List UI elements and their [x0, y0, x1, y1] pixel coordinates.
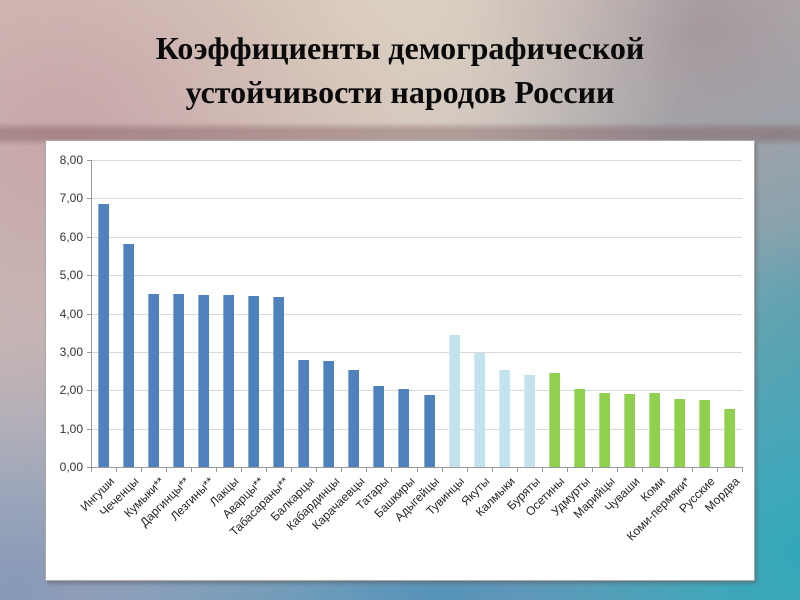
- x-axis-tick: [91, 468, 92, 472]
- slide-title-line2: устойчивости народов России: [185, 74, 615, 110]
- x-axis-tick: [116, 468, 117, 472]
- x-axis-tick: [442, 468, 443, 472]
- y-gridline: [91, 314, 742, 315]
- y-tick-label: 0,00: [59, 460, 83, 474]
- x-axis-tick: [717, 468, 718, 472]
- chart-bar: [123, 244, 134, 467]
- x-axis-tick: [567, 468, 568, 472]
- y-axis-tick: [87, 352, 91, 353]
- chart-bar: [173, 294, 184, 467]
- y-axis-tick: [87, 467, 91, 468]
- x-axis-tick: [492, 468, 493, 472]
- slide-title: Коэффициенты демографической устойчивост…: [0, 26, 800, 114]
- chart-bar: [499, 370, 510, 467]
- y-tick-label: 2,00: [59, 383, 83, 397]
- x-axis-tick: [692, 468, 693, 472]
- x-axis-tick: [166, 468, 167, 472]
- chart-bar: [724, 409, 735, 467]
- y-axis-line: [91, 160, 92, 467]
- x-axis-tick: [742, 468, 743, 472]
- chart-bar: [449, 335, 460, 467]
- x-axis-tick: [391, 468, 392, 472]
- y-axis-tick: [87, 160, 91, 161]
- x-axis-tick: [366, 468, 367, 472]
- chart-bar: [549, 373, 560, 467]
- y-gridline: [91, 198, 742, 199]
- y-tick-label: 4,00: [59, 307, 83, 321]
- y-tick-label: 6,00: [59, 230, 83, 244]
- x-axis-tick: [542, 468, 543, 472]
- y-gridline: [91, 160, 742, 161]
- chart-bar: [223, 295, 234, 467]
- y-gridline: [91, 275, 742, 276]
- y-tick-label: 8,00: [59, 153, 83, 167]
- chart-bar: [574, 389, 585, 467]
- x-axis-tick: [266, 468, 267, 472]
- chart-bar: [398, 389, 409, 467]
- y-axis-tick: [87, 275, 91, 276]
- x-axis-tick: [141, 468, 142, 472]
- y-tick-label: 3,00: [59, 345, 83, 359]
- chart-bar: [474, 353, 485, 467]
- y-gridline: [91, 352, 742, 353]
- x-axis-tick: [291, 468, 292, 472]
- chart-bar: [148, 294, 159, 467]
- y-axis-tick: [87, 198, 91, 199]
- x-axis-tick: [316, 468, 317, 472]
- x-axis-tick: [417, 468, 418, 472]
- chart-bar: [298, 360, 309, 467]
- chart-bar: [699, 400, 710, 467]
- y-axis-tick: [87, 429, 91, 430]
- chart-bar: [98, 204, 109, 467]
- x-axis-tick: [467, 468, 468, 472]
- chart-bar: [248, 296, 259, 467]
- x-axis-tick: [667, 468, 668, 472]
- chart-bar: [524, 375, 535, 467]
- chart-bar: [198, 295, 209, 467]
- y-tick-label: 7,00: [59, 191, 83, 205]
- x-axis-tick: [241, 468, 242, 472]
- x-axis-tick: [617, 468, 618, 472]
- chart-bar: [674, 399, 685, 467]
- chart-bar: [624, 394, 635, 467]
- y-tick-label: 5,00: [59, 268, 83, 282]
- slide-title-line1: Коэффициенты демографической: [155, 30, 645, 66]
- x-axis-tick: [341, 468, 342, 472]
- x-axis-line: [91, 467, 743, 468]
- y-gridline: [91, 429, 742, 430]
- plot-area: 0,00 1,00 2,00 3,00 4,00 5,00 6,00 7,00 8,00 Ингу…: [46, 141, 754, 580]
- chart-bar: [323, 361, 334, 467]
- chart-bar: [373, 386, 384, 467]
- x-axis-tick: [191, 468, 192, 472]
- y-axis-tick: [87, 314, 91, 315]
- x-axis-tick: [216, 468, 217, 472]
- chart-bar: [273, 297, 284, 467]
- y-gridline: [91, 390, 742, 391]
- y-gridline: [91, 237, 742, 238]
- x-axis-tick: [642, 468, 643, 472]
- chart-panel: 0,00 1,00 2,00 3,00 4,00 5,00 6,00 7,00 8,00 Ингу…: [45, 140, 755, 581]
- y-axis-tick: [87, 237, 91, 238]
- chart-bar: [649, 393, 660, 467]
- y-axis-tick: [87, 390, 91, 391]
- x-axis-tick: [592, 468, 593, 472]
- chart-bar: [348, 370, 359, 467]
- y-tick-label: 1,00: [59, 422, 83, 436]
- x-axis-tick: [517, 468, 518, 472]
- chart-bar: [424, 395, 435, 467]
- chart-bar: [599, 393, 610, 467]
